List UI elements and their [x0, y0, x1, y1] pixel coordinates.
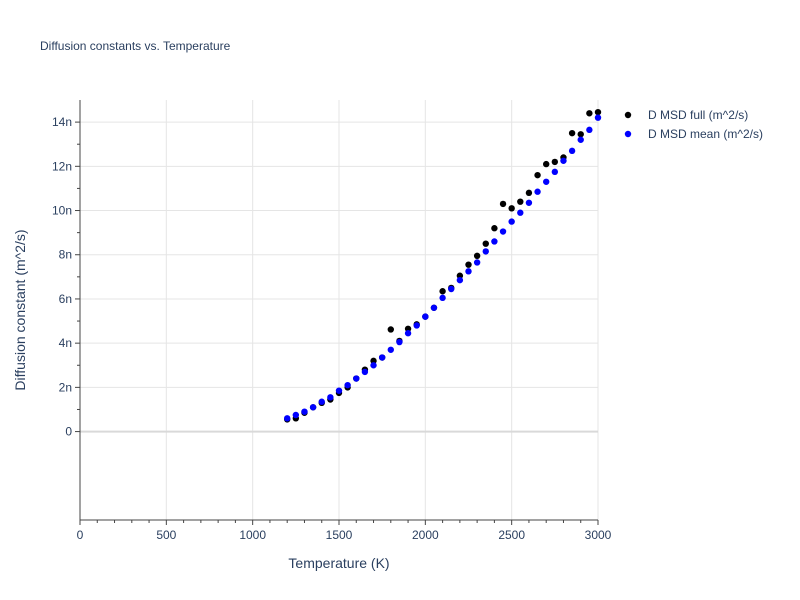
legend-marker: [624, 111, 632, 119]
data-point[interactable]: [344, 381, 351, 389]
x-tick-label: 2500: [498, 528, 525, 542]
data-point[interactable]: [448, 285, 455, 293]
data-point[interactable]: [568, 129, 576, 137]
data-point[interactable]: [586, 110, 593, 117]
data-point[interactable]: [560, 157, 567, 164]
data-point[interactable]: [353, 375, 360, 382]
y-tick-label: 2n: [59, 380, 72, 394]
data-point[interactable]: [482, 248, 489, 255]
y-tick-label: 6n: [59, 292, 72, 306]
data-point[interactable]: [292, 411, 300, 419]
data-point[interactable]: [534, 171, 541, 179]
data-point[interactable]: [456, 276, 464, 284]
x-tick-label: 2000: [412, 528, 439, 542]
data-point[interactable]: [465, 268, 472, 275]
data-point[interactable]: [422, 313, 429, 320]
data-point[interactable]: [465, 261, 472, 268]
x-tick-label: 500: [156, 528, 176, 542]
data-point[interactable]: [327, 394, 334, 401]
y-tick-label: 12n: [52, 159, 72, 173]
data-point[interactable]: [525, 199, 533, 206]
data-point[interactable]: [439, 288, 446, 295]
legend[interactable]: D MSD full (m^2/s) D MSD mean (m^2/s): [624, 108, 763, 141]
x-tick-label: 0: [77, 528, 84, 542]
y-tick-label: 8n: [59, 248, 72, 262]
data-point[interactable]: [370, 357, 377, 365]
x-axis-title: Temperature (K): [288, 555, 389, 571]
y-tick-label: 10n: [52, 204, 72, 218]
data-point[interactable]: [439, 294, 446, 302]
y-axis-title: Diffusion constant (m^2/s): [12, 229, 28, 390]
series-mean: [284, 114, 602, 422]
data-point[interactable]: [318, 398, 325, 405]
data-point[interactable]: [543, 160, 550, 168]
data-point[interactable]: [309, 404, 317, 411]
data-point[interactable]: [301, 408, 308, 415]
data-point[interactable]: [534, 188, 541, 195]
data-point[interactable]: [284, 415, 291, 422]
data-point[interactable]: [335, 387, 343, 394]
points-layer: [284, 108, 602, 423]
data-point[interactable]: [370, 362, 377, 369]
data-point[interactable]: [517, 209, 524, 216]
data-point[interactable]: [404, 325, 412, 332]
data-point[interactable]: [525, 189, 533, 197]
x-tick-label: 3000: [585, 528, 612, 542]
data-point[interactable]: [517, 198, 524, 205]
data-point[interactable]: [594, 114, 602, 121]
data-point[interactable]: [577, 131, 584, 138]
data-point[interactable]: [586, 126, 593, 134]
chart-title: Diffusion constants vs. Temperature: [40, 39, 231, 53]
data-point[interactable]: [577, 136, 584, 143]
data-point[interactable]: [396, 338, 403, 346]
data-point[interactable]: [508, 218, 515, 225]
data-point[interactable]: [499, 200, 507, 208]
axes-layer: 0 500 1000 1500 2000 2500 3000 0 2n 4n 6n 8n 10n 12n 1…: [52, 100, 612, 542]
legend-item[interactable]: D MSD full (m^2/s): [624, 108, 749, 122]
data-point[interactable]: [482, 240, 489, 247]
data-point[interactable]: [473, 259, 481, 266]
data-point[interactable]: [378, 354, 386, 361]
legend-label: D MSD full (m^2/s): [648, 108, 748, 122]
series-full: [284, 108, 602, 423]
legend-label: D MSD mean (m^2/s): [648, 127, 763, 141]
data-point[interactable]: [543, 178, 550, 185]
data-point[interactable]: [404, 330, 412, 337]
x-tick-label: 1500: [326, 528, 353, 542]
data-point[interactable]: [413, 322, 420, 329]
data-point[interactable]: [551, 168, 559, 176]
data-point[interactable]: [473, 252, 481, 260]
data-point[interactable]: [430, 304, 438, 311]
data-point[interactable]: [387, 326, 394, 333]
y-tick-label: 4n: [59, 336, 72, 350]
data-point[interactable]: [491, 238, 498, 245]
x-tick-label: 1000: [239, 528, 266, 542]
y-tick-label: 0: [65, 425, 72, 439]
grid-layer: [80, 100, 599, 520]
data-point[interactable]: [361, 368, 369, 376]
data-point[interactable]: [568, 147, 576, 155]
data-point[interactable]: [551, 158, 559, 166]
legend-item[interactable]: D MSD mean (m^2/s): [624, 127, 763, 141]
data-point[interactable]: [508, 205, 515, 212]
data-point[interactable]: [499, 228, 507, 235]
data-point[interactable]: [594, 108, 602, 116]
y-tick-label: 14n: [52, 115, 72, 129]
data-point[interactable]: [387, 346, 394, 353]
data-point[interactable]: [456, 272, 464, 279]
legend-marker: [624, 130, 632, 138]
data-point[interactable]: [491, 225, 498, 232]
